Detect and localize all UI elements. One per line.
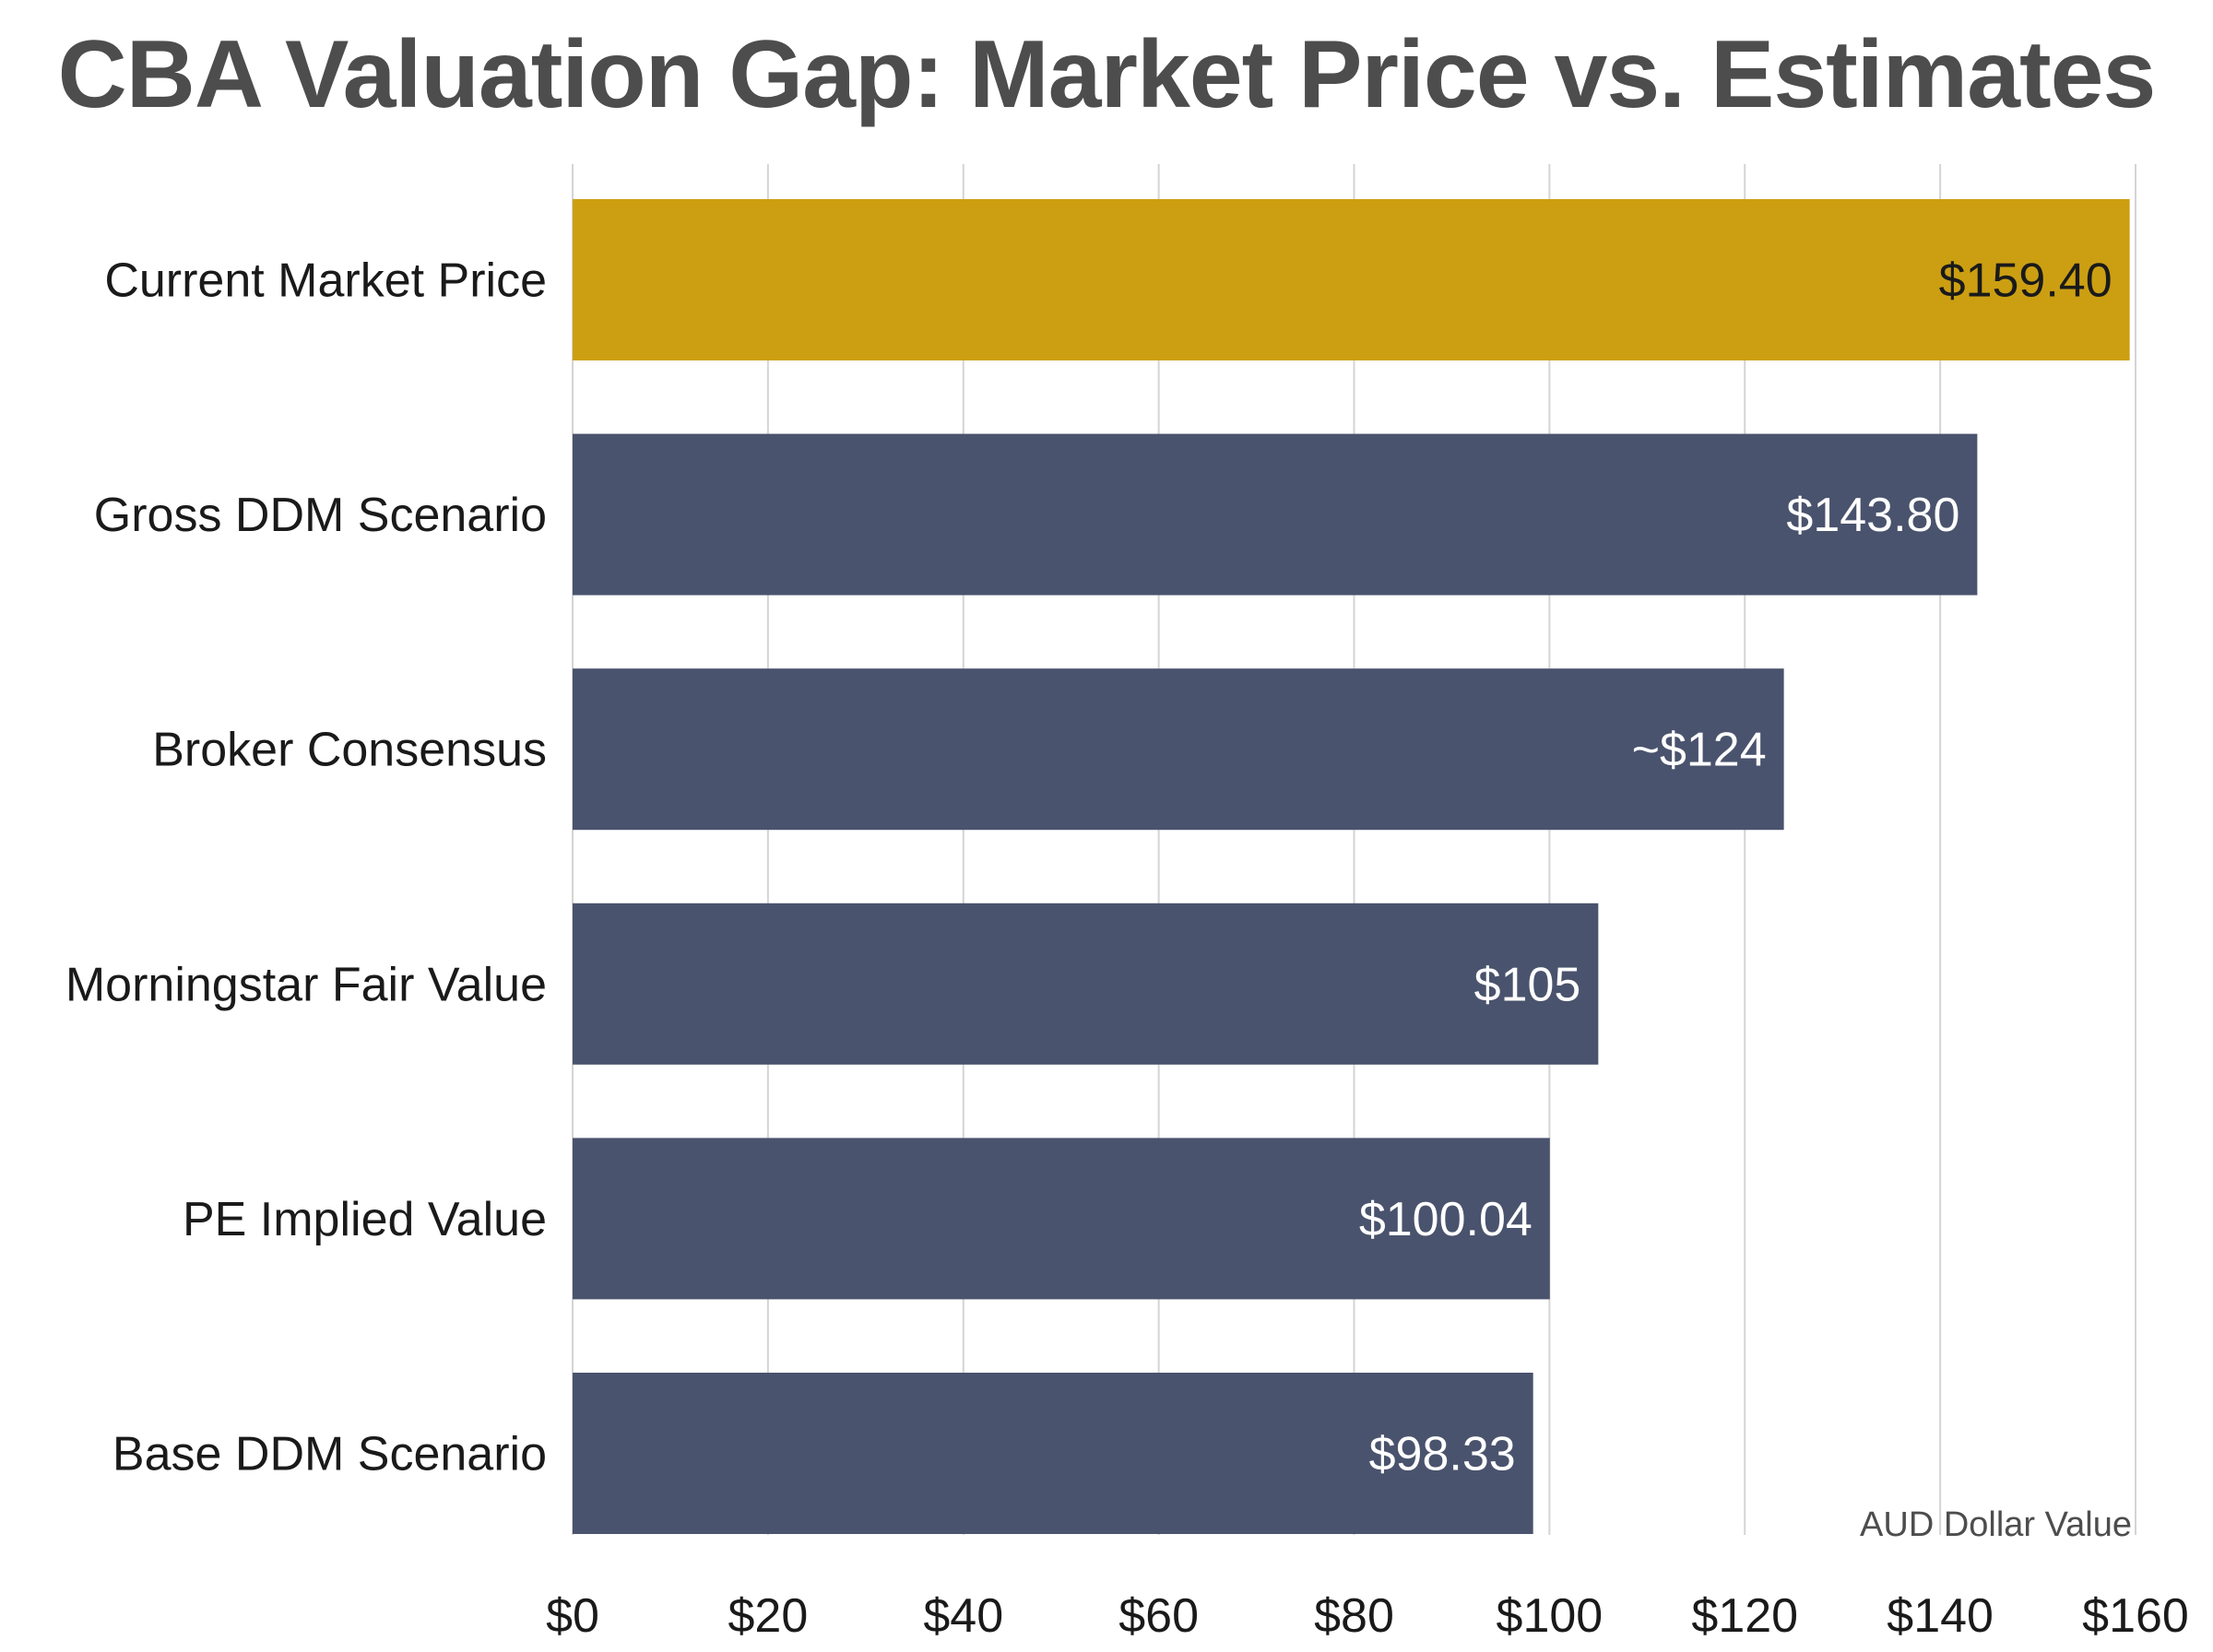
bar-2 bbox=[573, 433, 1978, 596]
chart-title: CBA Valuation Gap: Market Price vs. Esti… bbox=[57, 21, 2157, 128]
x-tick-label-2: $40 bbox=[923, 1589, 1003, 1643]
value-label-3: ~$124 bbox=[1632, 724, 1767, 777]
x-axis-ticks: $0 $20 $40 $60 $80 $100 $120 $140 $160 bbox=[546, 1589, 2189, 1643]
category-label-4: Morningstar Fair Value bbox=[65, 958, 547, 1011]
bar-5 bbox=[573, 1138, 1550, 1300]
category-label-2: Gross DDM Scenario bbox=[94, 489, 547, 542]
category-label-1: Current Market Price bbox=[104, 254, 547, 308]
x-axis-label: AUD Dollar Value bbox=[1860, 1505, 2132, 1544]
bar-6 bbox=[573, 1373, 1533, 1534]
bar-3 bbox=[573, 668, 1784, 831]
bar-1 bbox=[573, 199, 2130, 360]
x-tick-label-4: $80 bbox=[1314, 1589, 1394, 1643]
grid-lines bbox=[572, 164, 2136, 1535]
x-tick-label-5: $100 bbox=[1497, 1589, 1604, 1643]
x-tick-label-1: $20 bbox=[728, 1589, 808, 1643]
bar-4 bbox=[573, 903, 1599, 1065]
x-tick-label-7: $140 bbox=[1887, 1589, 1994, 1643]
category-label-6: Base DDM Scenario bbox=[112, 1428, 547, 1481]
value-label-4: $105 bbox=[1474, 958, 1581, 1011]
value-labels: $159.40 $143.80 ~$124 $105 $100.04 $98.33 bbox=[1359, 254, 2112, 1481]
value-label-6: $98.33 bbox=[1369, 1428, 1516, 1481]
value-label-5: $100.04 bbox=[1359, 1193, 1533, 1246]
bars bbox=[573, 199, 2130, 1534]
value-label-1: $159.40 bbox=[1939, 254, 2112, 308]
x-tick-label-8: $160 bbox=[2082, 1589, 2189, 1643]
category-labels: Current Market Price Gross DDM Scenario Br… bbox=[65, 254, 547, 1481]
value-label-2: $143.80 bbox=[1786, 489, 1959, 542]
x-tick-label-0: $0 bbox=[546, 1589, 599, 1643]
category-label-5: PE Implied Value bbox=[183, 1193, 547, 1246]
x-tick-label-3: $60 bbox=[1118, 1589, 1199, 1643]
category-label-3: Broker Consensus bbox=[152, 724, 547, 777]
x-tick-label-6: $120 bbox=[1691, 1589, 1798, 1643]
